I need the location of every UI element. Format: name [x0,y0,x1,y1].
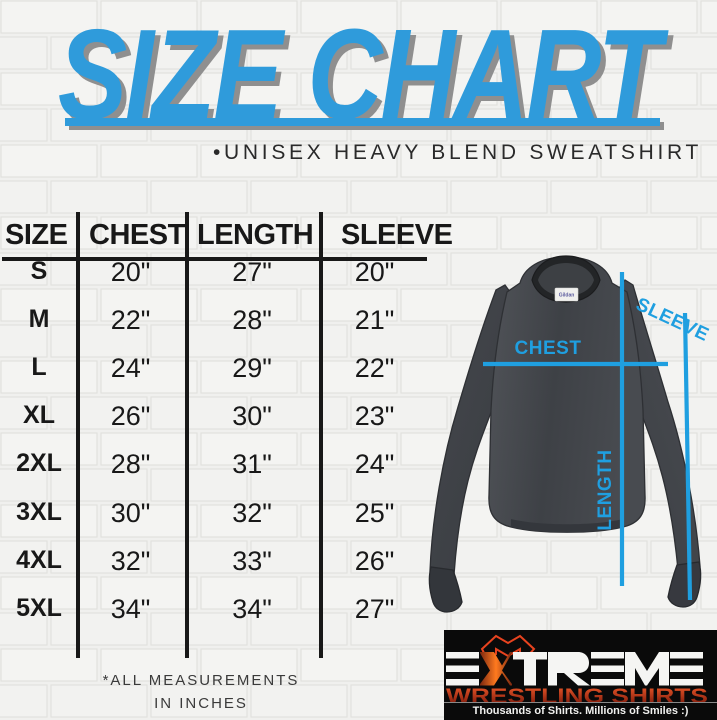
svg-text:LENGTH: LENGTH [595,449,616,530]
svg-text:CHEST: CHEST [515,338,582,359]
svg-text:Gildan: Gildan [559,293,575,299]
